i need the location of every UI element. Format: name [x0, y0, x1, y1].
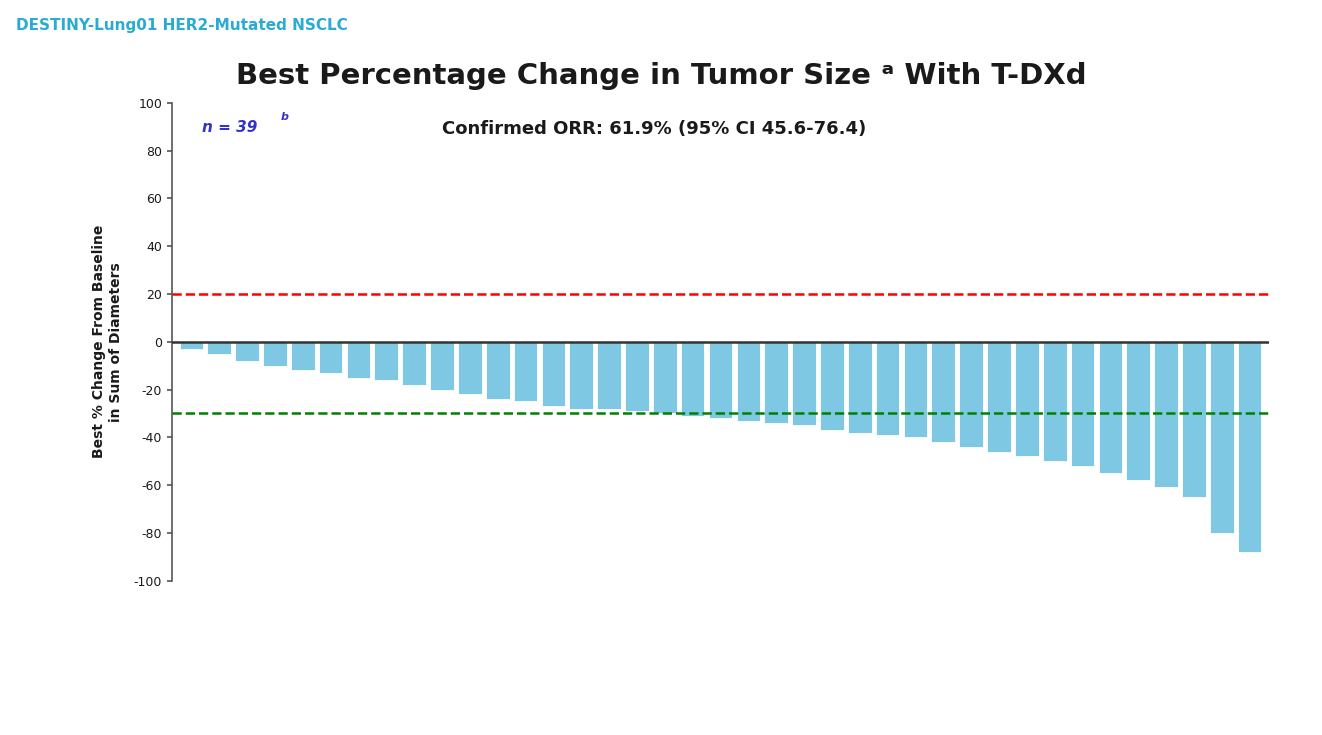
- Bar: [180, 342, 204, 349]
- Text: on Lung Cancer Singapore: on Lung Cancer Singapore: [873, 680, 1099, 695]
- Text: Confirmed ORR: 61.9% (95% CI 45.6-76.4): Confirmed ORR: 61.9% (95% CI 45.6-76.4): [442, 120, 866, 137]
- Bar: [291, 342, 315, 370]
- Bar: [1099, 342, 1122, 473]
- Bar: [457, 342, 481, 394]
- Bar: [263, 342, 287, 365]
- Bar: [792, 342, 816, 426]
- Bar: [764, 342, 788, 423]
- Bar: [736, 342, 760, 420]
- Bar: [960, 342, 984, 447]
- Text: DESTINY-Lung01 HER2-Mutated NSCLC: DESTINY-Lung01 HER2-Mutated NSCLC: [16, 18, 348, 33]
- Text: b: b: [280, 112, 288, 123]
- Text: n = 39: n = 39: [202, 120, 258, 135]
- Text: enrollment.  Red line at 20% indicates PD, and green line at −30% indicates PR (: enrollment. Red line at 20% indicates PD…: [16, 680, 530, 689]
- Bar: [1015, 342, 1039, 456]
- Text: IASLC: IASLC: [767, 648, 816, 662]
- Bar: [709, 342, 732, 418]
- Bar: [208, 342, 231, 354]
- Bar: [542, 342, 566, 406]
- Bar: [1126, 342, 1150, 481]
- Bar: [653, 342, 677, 413]
- Bar: [875, 342, 899, 435]
- Bar: [847, 342, 871, 432]
- Bar: [932, 342, 954, 442]
- Bar: [904, 342, 927, 437]
- Bar: [430, 342, 453, 390]
- Bar: [598, 342, 621, 409]
- Text: ᵇ1 patient was missing a baseline assessment and 2 additional patients were miss: ᵇ1 patient was missing a baseline assess…: [16, 711, 694, 720]
- Bar: [820, 342, 843, 430]
- Bar: [346, 342, 370, 378]
- Bar: [1237, 342, 1261, 552]
- Bar: [1154, 342, 1178, 487]
- Bar: [1210, 342, 1233, 533]
- Text: JANUARY 28-31, 2021  |  WORLDWIDE VIRTUAL EVENT: JANUARY 28-31, 2021 | WORLDWIDE VIRTUAL …: [873, 716, 1136, 726]
- Text: ᵃBest (minimum) percentage change from baseline in the sum of diameters for all : ᵃBest (minimum) percentage change from b…: [16, 648, 695, 656]
- Bar: [319, 342, 342, 373]
- Bar: [681, 342, 705, 416]
- Bar: [988, 342, 1011, 451]
- Text: Best Percentage Change in Tumor Size ᵃ With T-DXd: Best Percentage Change in Tumor Size ᵃ W…: [235, 62, 1087, 90]
- Text: 2020 World Conference: 2020 World Conference: [873, 650, 1073, 664]
- Bar: [1071, 342, 1095, 466]
- Bar: [514, 342, 537, 401]
- Bar: [235, 342, 259, 361]
- Bar: [1043, 342, 1067, 462]
- Bar: [570, 342, 594, 409]
- Bar: [486, 342, 509, 399]
- Y-axis label: Best % Change From Baseline
in Sum of Diameters: Best % Change From Baseline in Sum of Di…: [93, 225, 123, 459]
- Bar: [1182, 342, 1206, 497]
- Bar: [374, 342, 398, 380]
- Bar: [625, 342, 649, 411]
- Bar: [402, 342, 426, 385]
